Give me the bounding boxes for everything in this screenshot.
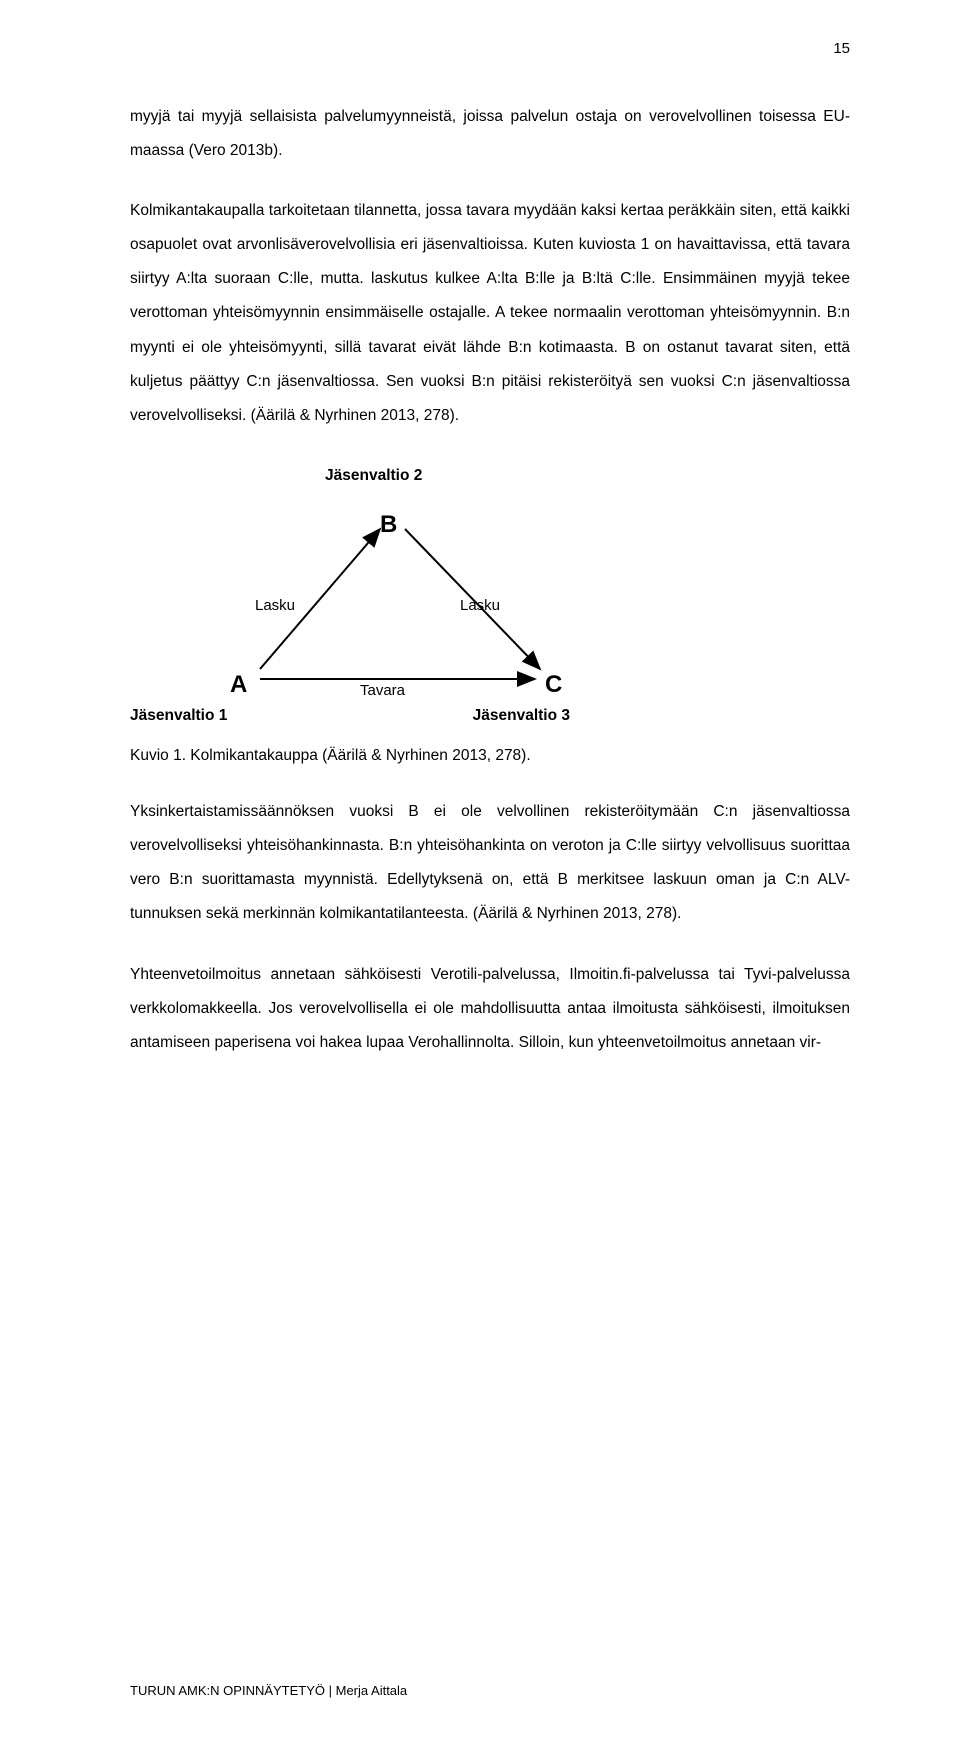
figure-caption: Kuvio 1. Kolmikantakauppa (Äärilä & Nyrh… <box>130 739 850 773</box>
paragraph-4: Yhteenvetoilmoitus annetaan sähköisesti … <box>130 958 850 1060</box>
edge-label-left: Lasku <box>255 589 295 622</box>
paragraph-2: Kolmikantakaupalla tarkoitetaan tilannet… <box>130 194 850 433</box>
figure-bottom-label-left: Jäsenvaltio 1 <box>130 699 227 733</box>
edge-label-right: Lasku <box>460 589 500 622</box>
page-number: 15 <box>833 40 850 57</box>
figure-triangle-trade: Jäsenvaltio 2 B A C Lasku Lasku <box>130 459 850 773</box>
page-container: 15 myyjä tai myyjä sellaisista palvelumy… <box>0 0 960 1738</box>
figure-bottom-labels: Jäsenvaltio 1 Jäsenvaltio 3 <box>130 699 570 733</box>
paragraph-3: Yksinkertaistamissäännöksen vuoksi B ei … <box>130 795 850 931</box>
page-footer: TURUN AMK:N OPINNÄYTETYÖ | Merja Aittala <box>130 1683 407 1698</box>
node-a: A <box>230 659 247 712</box>
paragraph-1: myyjä tai myyjä sellaisista palvelumyynn… <box>130 100 850 168</box>
edge-label-bottom: Tavara <box>360 674 405 707</box>
node-b: B <box>380 499 397 552</box>
figure-top-label: Jäsenvaltio 2 <box>325 459 850 493</box>
body-text: myyjä tai myyjä sellaisista palvelumyynn… <box>130 100 850 1060</box>
node-c: C <box>545 659 562 712</box>
diagram-container: B A C Lasku Lasku Tavara <box>200 499 640 699</box>
